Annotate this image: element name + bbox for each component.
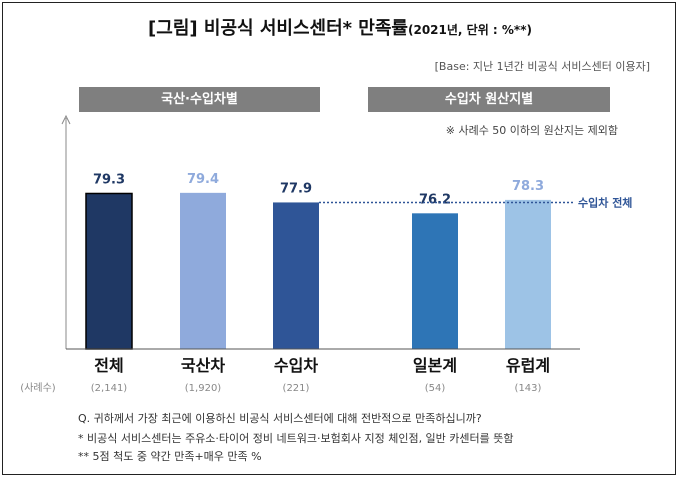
bar-europe <box>505 199 551 349</box>
sample-size-imported: (221) <box>283 383 310 394</box>
category-label-domestic: 국산차 <box>181 356 225 375</box>
category-label-total: 전체 <box>94 356 123 375</box>
chart-title: [그림] 비공식 서비스센터* 만족률(2021년, 단위 : %**) <box>0 14 680 40</box>
reference-line-label: 수입차 전체 <box>578 195 632 209</box>
category-label-japan: 일본계 <box>413 356 457 375</box>
bar-imported <box>273 202 319 349</box>
value-label-japan: 76.2 <box>419 192 451 207</box>
base-note: [Base: 지난 1년간 비공식 서비스센터 이용자] <box>434 60 650 73</box>
bar-japan <box>412 213 458 349</box>
title-sub: (2021년, 단위 : %**) <box>408 23 532 37</box>
value-label-domestic: 79.4 <box>187 172 219 187</box>
figure-frame <box>2 2 676 475</box>
sample-size-japan: (54) <box>425 383 446 394</box>
footer-question: Q. 귀하께서 가장 최근에 이용하신 비공식 서비스센터에 대해 전반적으로 … <box>78 412 482 425</box>
sample-size-label: (사례수) <box>20 382 56 394</box>
value-label-europe: 78.3 <box>512 179 544 194</box>
footer-note-1: * 비공식 서비스센터는 주유소·타이어 정비 네트워크·보험회사 지정 체인점… <box>78 432 514 445</box>
bar-domestic <box>180 192 226 349</box>
sample-size-domestic: (1,920) <box>185 383 222 394</box>
sample-size-total: (2,141) <box>91 383 128 394</box>
title-main: [그림] 비공식 서비스센터* 만족률 <box>148 18 408 39</box>
group-header-domestic-imported: 국산·수입차별 <box>79 87 320 112</box>
y-axis-arrow <box>61 114 71 125</box>
group-header-origin: 수입차 원산지별 <box>368 87 610 112</box>
value-label-imported: 77.9 <box>280 181 312 196</box>
value-label-total: 79.3 <box>93 172 125 187</box>
category-label-europe: 유럽계 <box>506 356 550 375</box>
bar-total <box>85 192 133 350</box>
category-label-imported: 수입차 <box>274 356 318 375</box>
sample-size-europe: (143) <box>515 383 542 394</box>
exclusion-note: ※ 사례수 50 이하의 원산지는 제외함 <box>445 124 618 137</box>
footer-note-2: ** 5점 척도 중 약간 만족+매우 만족 % <box>78 450 262 463</box>
